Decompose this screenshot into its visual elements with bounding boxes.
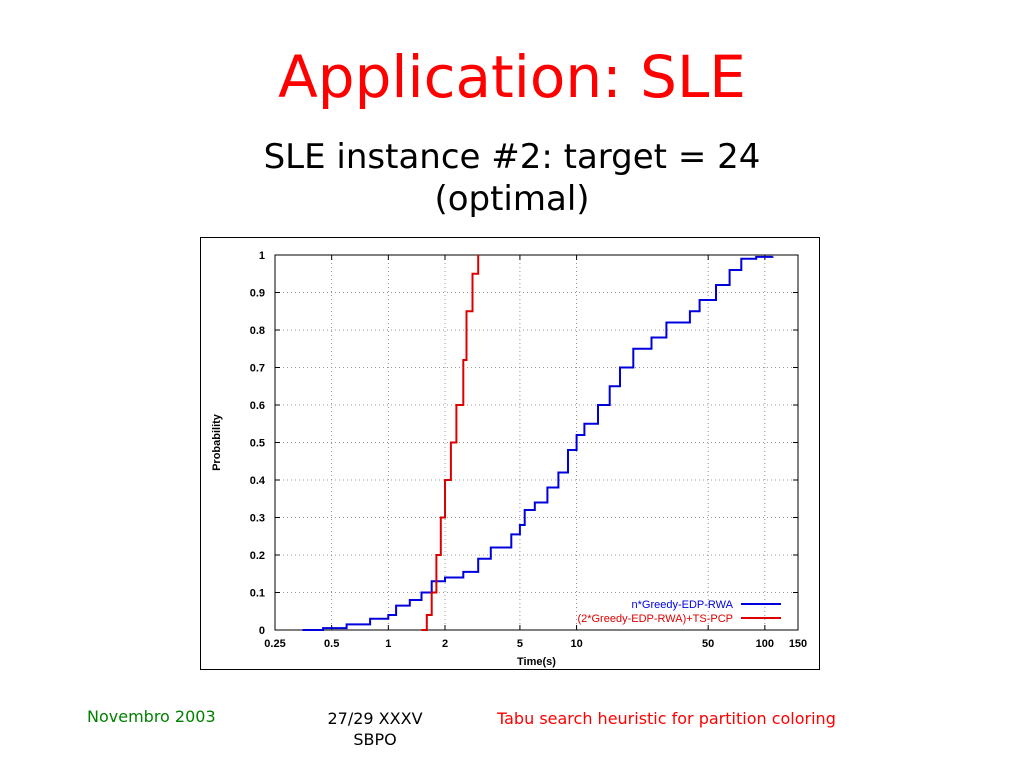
y-tick-label: 0.6 [250,400,265,412]
footer-page-line-1: 27/29 XXXV [327,709,423,728]
x-tick-label: 10 [570,638,582,650]
x-tick-label: 5 [517,638,523,650]
x-tick-label: 150 [789,638,807,650]
y-tick-label: 0.2 [250,550,265,562]
y-tick-label: 0 [259,625,265,637]
y-tick-label: 0.3 [250,513,265,525]
y-tick-label: 1 [259,250,265,262]
y-tick-label: 0.8 [250,325,265,337]
y-tick-label: 0.7 [250,363,265,375]
x-tick-label: 2 [442,638,448,650]
x-tick-label: 0.5 [324,638,339,650]
y-tick-label: 0.4 [250,475,266,487]
legend-label-1: n*Greedy-EDP-RWA [632,599,734,611]
series-line-1 [302,255,774,631]
x-tick-label: 100 [756,638,774,650]
legend-label-2: (2*Greedy-EDP-RWA)+TS-PCP [577,613,733,625]
y-tick-label: 0.9 [250,288,265,300]
y-axis-label: Probability [211,413,223,471]
footer-date: Novembro 2003 [87,707,216,726]
y-tick-label: 0.5 [250,438,265,450]
series-line-2 [421,255,480,631]
y-tick-label: 0.1 [250,588,265,600]
slide-title: Application: SLE [278,43,746,111]
probability-time-chart: 0.25 0.5 1 2 5 10 50 100 150 0 0.1 0.2 0.3 0.4 0.5 0.6 0… [211,250,807,668]
subtitle-line-2: (optimal) [434,179,590,219]
x-axis-label: Time(s) [517,656,556,668]
subtitle-line-1: SLE instance #2: target = 24 [263,137,761,177]
footer-topic: Tabu search heuristic for partition colo… [497,709,836,728]
x-tick-label: 1 [385,638,391,650]
footer-page: 27/29 XXXV SBPO [300,708,450,750]
x-tick-label: 50 [702,638,714,650]
x-tick-label: 0.25 [264,638,285,650]
slide-subtitle: SLE instance #2: target = 24 (optimal) [0,136,1024,220]
chart-frame: 0.25 0.5 1 2 5 10 50 100 150 0 0.1 0.2 0.3 0.4 0.5 0.6 0… [200,237,820,670]
footer-page-line-2: SBPO [353,730,397,749]
